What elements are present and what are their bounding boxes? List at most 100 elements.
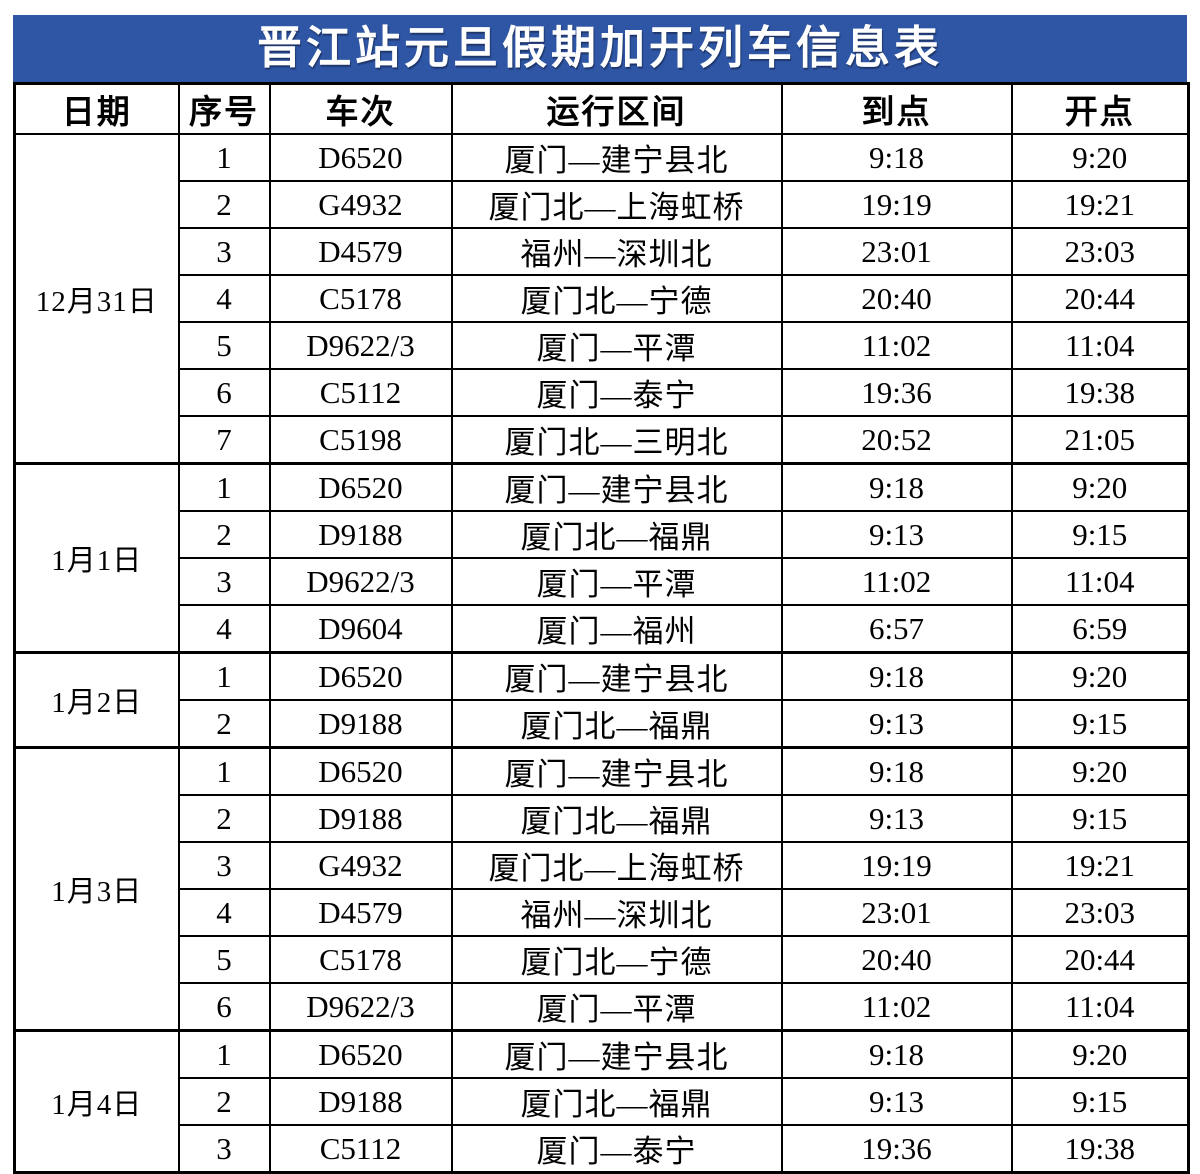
route-cell: 厦门—建宁县北 bbox=[450, 746, 783, 796]
route-cell: 厦门—平潭 bbox=[450, 557, 783, 606]
seq-cell: 1 bbox=[177, 1029, 271, 1079]
train-no-cell: D4579 bbox=[268, 227, 453, 276]
seq-cell: 1 bbox=[177, 746, 271, 796]
table-body: 12月31日 1 D6520 厦门—建宁县北 9:18 9:20 2 G4932 厦门北—上海虹… bbox=[13, 133, 1190, 1174]
train-no-cell: D9622/3 bbox=[268, 321, 453, 370]
departure-cell: 9:15 bbox=[1010, 510, 1190, 559]
route-cell: 厦门北—福鼎 bbox=[450, 699, 783, 749]
arrival-cell: 9:18 bbox=[780, 746, 1013, 796]
column-header-train-no: 车次 bbox=[268, 82, 453, 135]
route-cell: 厦门—平潭 bbox=[450, 321, 783, 370]
route-cell: 厦门—泰宁 bbox=[450, 368, 783, 417]
departure-cell: 20:44 bbox=[1010, 274, 1190, 323]
arrival-cell: 9:18 bbox=[780, 1029, 1013, 1079]
departure-cell: 9:20 bbox=[1010, 133, 1190, 182]
date-cell: 1月4日 bbox=[13, 1029, 180, 1174]
departure-cell: 19:21 bbox=[1010, 841, 1190, 890]
column-header-seq: 序号 bbox=[177, 82, 271, 135]
train-no-cell: D6520 bbox=[268, 651, 453, 701]
seq-cell: 7 bbox=[177, 415, 271, 465]
seq-cell: 2 bbox=[177, 794, 271, 843]
departure-cell: 9:15 bbox=[1010, 699, 1190, 749]
train-no-cell: C5178 bbox=[268, 935, 453, 984]
date-cell: 1月2日 bbox=[13, 651, 180, 749]
departure-cell: 23:03 bbox=[1010, 227, 1190, 276]
route-cell: 厦门—建宁县北 bbox=[450, 133, 783, 182]
train-no-cell: D9604 bbox=[268, 604, 453, 654]
train-no-cell: C5112 bbox=[268, 368, 453, 417]
arrival-cell: 9:18 bbox=[780, 462, 1013, 512]
seq-cell: 2 bbox=[177, 510, 271, 559]
table-row: 6 D9622/3 厦门—平潭 11:02 11:04 bbox=[15, 982, 1190, 1032]
seq-cell: 3 bbox=[177, 841, 271, 890]
arrival-cell: 19:36 bbox=[780, 1124, 1013, 1174]
seq-cell: 6 bbox=[177, 368, 271, 417]
train-no-cell: G4932 bbox=[268, 841, 453, 890]
table-row: 5 C5178 厦门北—宁德 20:40 20:44 bbox=[15, 935, 1190, 984]
table-row: 4 C5178 厦门北—宁德 20:40 20:44 bbox=[15, 274, 1190, 323]
table-row: 3 D4579 福州—深圳北 23:01 23:03 bbox=[15, 227, 1190, 276]
arrival-cell: 23:01 bbox=[780, 227, 1013, 276]
seq-cell: 3 bbox=[177, 557, 271, 606]
table-row: 1月4日 1 D6520 厦门—建宁县北 9:18 9:20 bbox=[13, 1029, 1190, 1174]
arrival-cell: 9:13 bbox=[780, 794, 1013, 843]
seq-cell: 2 bbox=[177, 1077, 271, 1126]
arrival-cell: 11:02 bbox=[780, 321, 1013, 370]
route-cell: 厦门—平潭 bbox=[450, 982, 783, 1032]
date-cell: 1月3日 bbox=[13, 746, 180, 1032]
arrival-cell: 11:02 bbox=[780, 982, 1013, 1032]
page-title: 晋江站元旦假期加开列车信息表 bbox=[13, 15, 1187, 82]
column-header-departure: 开点 bbox=[1010, 82, 1190, 135]
route-cell: 厦门—建宁县北 bbox=[450, 651, 783, 701]
train-no-cell: D6520 bbox=[268, 1029, 453, 1079]
table-row: 2 D9188 厦门北—福鼎 9:13 9:15 bbox=[15, 510, 1190, 559]
seq-cell: 1 bbox=[177, 651, 271, 701]
route-cell: 厦门—泰宁 bbox=[450, 1124, 783, 1174]
seq-cell: 4 bbox=[177, 604, 271, 654]
arrival-cell: 20:52 bbox=[780, 415, 1013, 465]
arrival-cell: 9:18 bbox=[780, 133, 1013, 182]
table-row: 3 G4932 厦门北—上海虹桥 19:19 19:21 bbox=[15, 841, 1190, 890]
route-cell: 厦门—建宁县北 bbox=[450, 462, 783, 512]
table-row: 3 D9622/3 厦门—平潭 11:02 11:04 bbox=[15, 557, 1190, 606]
train-no-cell: C5112 bbox=[268, 1124, 453, 1174]
train-no-cell: D9622/3 bbox=[268, 557, 453, 606]
route-cell: 厦门—福州 bbox=[450, 604, 783, 654]
train-no-cell: D9188 bbox=[268, 510, 453, 559]
departure-cell: 11:04 bbox=[1010, 557, 1190, 606]
table-row: 7 C5198 厦门北—三明北 20:52 21:05 bbox=[15, 415, 1190, 465]
arrival-cell: 6:57 bbox=[780, 604, 1013, 654]
route-cell: 厦门北—三明北 bbox=[450, 415, 783, 465]
seq-cell: 4 bbox=[177, 274, 271, 323]
departure-cell: 9:15 bbox=[1010, 1077, 1190, 1126]
column-header-date: 日期 bbox=[13, 82, 180, 135]
table-row: 2 D9188 厦门北—福鼎 9:13 9:15 bbox=[15, 1077, 1190, 1126]
route-cell: 厦门北—宁德 bbox=[450, 935, 783, 984]
departure-cell: 23:03 bbox=[1010, 888, 1190, 937]
seq-cell: 3 bbox=[177, 1124, 271, 1174]
seq-cell: 5 bbox=[177, 935, 271, 984]
route-cell: 厦门北—福鼎 bbox=[450, 1077, 783, 1126]
train-no-cell: D9188 bbox=[268, 794, 453, 843]
seq-cell: 4 bbox=[177, 888, 271, 937]
arrival-cell: 20:40 bbox=[780, 935, 1013, 984]
seq-cell: 1 bbox=[177, 133, 271, 182]
seq-cell: 6 bbox=[177, 982, 271, 1032]
seq-cell: 5 bbox=[177, 321, 271, 370]
arrival-cell: 11:02 bbox=[780, 557, 1013, 606]
arrival-cell: 19:36 bbox=[780, 368, 1013, 417]
route-cell: 厦门北—福鼎 bbox=[450, 794, 783, 843]
arrival-cell: 19:19 bbox=[780, 841, 1013, 890]
table-row: 6 C5112 厦门—泰宁 19:36 19:38 bbox=[15, 368, 1190, 417]
train-no-cell: C5198 bbox=[268, 415, 453, 465]
departure-cell: 19:21 bbox=[1010, 180, 1190, 229]
arrival-cell: 23:01 bbox=[780, 888, 1013, 937]
train-no-cell: D6520 bbox=[268, 133, 453, 182]
departure-cell: 6:59 bbox=[1010, 604, 1190, 654]
departure-cell: 9:20 bbox=[1010, 746, 1190, 796]
table-row: 2 G4932 厦门北—上海虹桥 19:19 19:21 bbox=[15, 180, 1190, 229]
departure-cell: 11:04 bbox=[1010, 321, 1190, 370]
seq-cell: 2 bbox=[177, 699, 271, 749]
table-row: 3 C5112 厦门—泰宁 19:36 19:38 bbox=[15, 1124, 1190, 1174]
arrival-cell: 9:13 bbox=[780, 510, 1013, 559]
